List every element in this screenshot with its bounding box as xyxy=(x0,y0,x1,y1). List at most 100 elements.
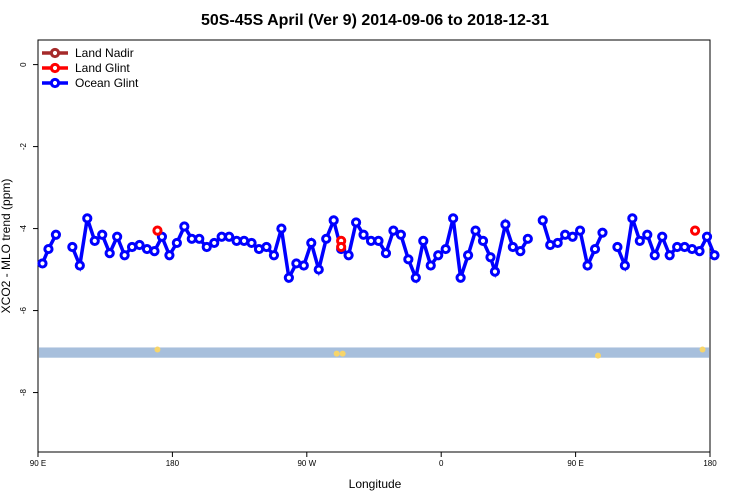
data-point xyxy=(82,213,93,224)
data-point xyxy=(701,231,713,242)
land-mark xyxy=(595,352,601,359)
data-point xyxy=(395,229,406,240)
data-point xyxy=(410,272,421,283)
data-point xyxy=(276,223,287,234)
series-land-glint xyxy=(152,225,701,253)
data-point xyxy=(67,241,78,253)
data-point xyxy=(268,250,280,261)
legend-item: Land Nadir xyxy=(42,46,134,60)
data-point xyxy=(694,246,705,257)
data-point xyxy=(112,231,123,242)
data-point xyxy=(403,254,414,265)
legend-swatch-marker xyxy=(49,62,61,74)
data-point xyxy=(209,237,220,249)
data-point xyxy=(612,241,623,253)
data-point xyxy=(343,250,354,261)
data-point xyxy=(74,260,85,271)
data-point xyxy=(43,243,54,255)
data-point xyxy=(507,241,518,253)
y-tick-label: -2 xyxy=(19,142,28,150)
data-point xyxy=(433,250,444,261)
y-tick-label: -8 xyxy=(19,388,28,396)
x-tick-label: 180 xyxy=(703,459,717,468)
land-mark xyxy=(339,350,346,357)
land-mark xyxy=(699,346,706,353)
data-point xyxy=(313,264,324,275)
data-point xyxy=(425,260,436,271)
data-point xyxy=(470,225,481,236)
data-point xyxy=(246,237,257,249)
data-point xyxy=(537,215,548,226)
data-point xyxy=(664,250,675,261)
legend-item: Land Glint xyxy=(42,61,130,75)
data-point xyxy=(552,237,563,249)
data-point xyxy=(567,231,578,242)
legend-swatch-marker xyxy=(49,77,61,89)
data-point xyxy=(709,250,720,261)
background-band-rect xyxy=(39,347,709,358)
background-band xyxy=(39,346,709,359)
data-point xyxy=(657,231,668,242)
data-point xyxy=(689,225,701,236)
legend-label: Land Nadir xyxy=(75,46,134,60)
data-point xyxy=(642,229,653,240)
y-tick-label: 0 xyxy=(19,62,28,67)
data-point xyxy=(321,233,332,244)
x-tick-label: 90 W xyxy=(297,459,316,468)
y-axis-label: XCO2 - MLO trend (ppm) xyxy=(0,179,13,314)
data-point xyxy=(179,221,190,232)
data-point xyxy=(627,213,638,224)
data-point xyxy=(156,231,168,242)
data-point xyxy=(489,266,501,277)
legend-label: Land Glint xyxy=(75,61,130,75)
data-point xyxy=(50,229,62,240)
y-axis: 0 -2 -4 -6 -8 xyxy=(19,62,38,396)
x-axis-label: Longitude xyxy=(349,477,402,491)
series-layer xyxy=(37,213,720,284)
data-point xyxy=(477,235,489,246)
data-point xyxy=(649,250,660,261)
data-point xyxy=(358,229,369,240)
land-mark xyxy=(154,346,161,353)
x-axis: 90 E 180 90 W 0 90 E 180 xyxy=(30,452,717,468)
data-point xyxy=(164,250,175,261)
y-tick-label: -4 xyxy=(19,224,28,232)
data-point xyxy=(37,258,48,269)
data-point xyxy=(448,213,459,224)
data-point xyxy=(574,225,586,236)
data-point xyxy=(306,237,317,249)
land-mark xyxy=(333,350,340,357)
data-point xyxy=(328,215,339,226)
legend-swatch-marker xyxy=(49,47,61,59)
data-point xyxy=(619,260,630,271)
x-tick-label: 0 xyxy=(439,459,444,468)
data-point xyxy=(418,235,429,246)
x-tick-label: 90 E xyxy=(30,459,46,468)
data-point xyxy=(388,225,399,236)
data-point xyxy=(97,229,108,240)
data-point xyxy=(134,239,145,251)
data-point xyxy=(104,248,115,259)
data-point xyxy=(582,260,593,271)
data-point xyxy=(373,235,384,246)
data-point xyxy=(89,235,100,246)
data-point xyxy=(149,246,160,257)
data-point xyxy=(336,241,347,253)
data-point xyxy=(298,260,309,271)
data-point xyxy=(522,233,533,244)
data-point xyxy=(597,227,608,238)
data-point xyxy=(283,272,294,283)
data-point xyxy=(440,243,451,255)
y-tick-label: -6 xyxy=(19,306,28,314)
data-point xyxy=(152,225,163,236)
data-point xyxy=(201,241,212,253)
data-point xyxy=(589,243,601,255)
data-point xyxy=(261,241,272,253)
data-point xyxy=(485,252,496,263)
data-point xyxy=(171,237,182,249)
series-ocean-glint xyxy=(37,213,720,284)
legend-label: Ocean Glint xyxy=(75,76,139,90)
data-point xyxy=(119,250,130,261)
